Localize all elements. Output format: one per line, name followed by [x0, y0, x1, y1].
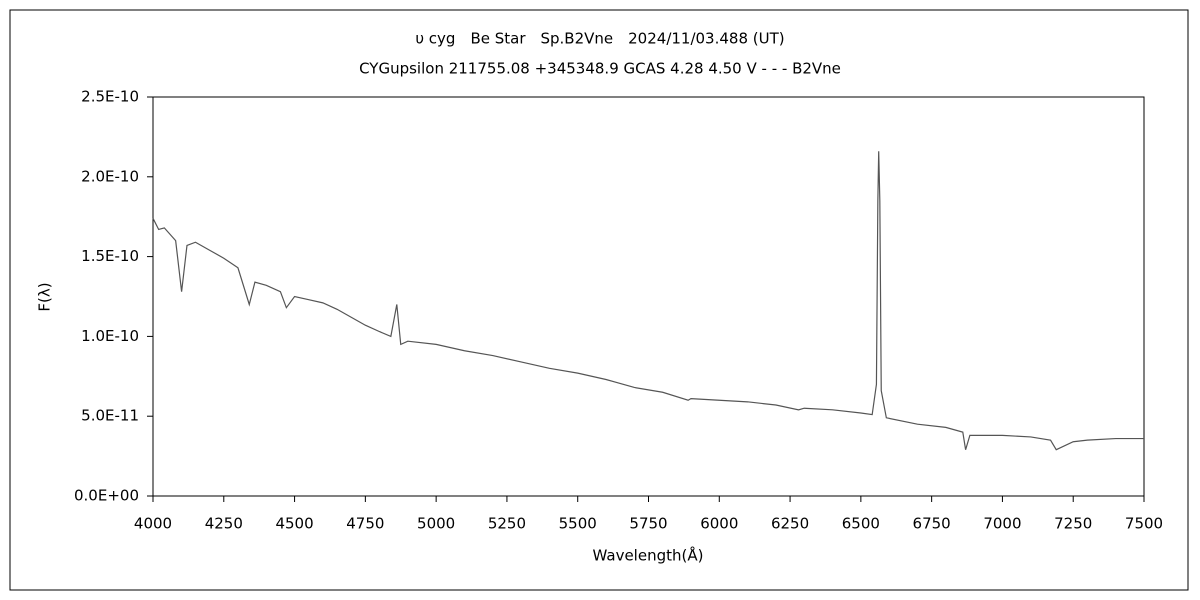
y-tick-label: 0.0E+00 — [74, 487, 139, 505]
x-tick-label: 5750 — [629, 515, 667, 533]
y-tick-label: 1.0E-10 — [81, 327, 139, 345]
chart-frame — [9, 9, 1189, 591]
y-tick-label: 1.5E-10 — [81, 247, 139, 265]
x-tick-label: 4750 — [346, 515, 384, 533]
x-tick-label: 5500 — [559, 515, 597, 533]
x-tick-label: 5000 — [417, 515, 455, 533]
x-tick-label: 6500 — [842, 515, 880, 533]
spectrum-line — [152, 151, 1144, 451]
x-tick-label: 7000 — [983, 515, 1021, 533]
x-tick-label: 6750 — [913, 515, 951, 533]
x-axis-label: Wavelength(Å) — [593, 546, 704, 565]
x-tick-label: 4250 — [205, 515, 243, 533]
x-tick-label: 6000 — [700, 515, 738, 533]
x-tick-label: 4000 — [134, 515, 172, 533]
x-tick-label: 4500 — [275, 515, 313, 533]
x-tick-label: 7250 — [1054, 515, 1092, 533]
y-tick-label: 2.5E-10 — [81, 88, 139, 106]
y-tick-label: 2.0E-10 — [81, 167, 139, 185]
chart-title: υ cyg Be Star Sp.B2Vne 2024/11/03.488 (U… — [415, 30, 784, 48]
chart-subtitle: CYGupsilon 211755.08 +345348.9 GCAS 4.28… — [359, 60, 841, 78]
x-tick-label: 6250 — [771, 515, 809, 533]
plot-area — [152, 96, 1145, 497]
x-tick-label: 7500 — [1125, 515, 1163, 533]
x-tick-label: 5250 — [488, 515, 526, 533]
y-axis-label: F(λ) — [36, 282, 54, 311]
y-tick-label: 5.0E-11 — [81, 407, 139, 425]
